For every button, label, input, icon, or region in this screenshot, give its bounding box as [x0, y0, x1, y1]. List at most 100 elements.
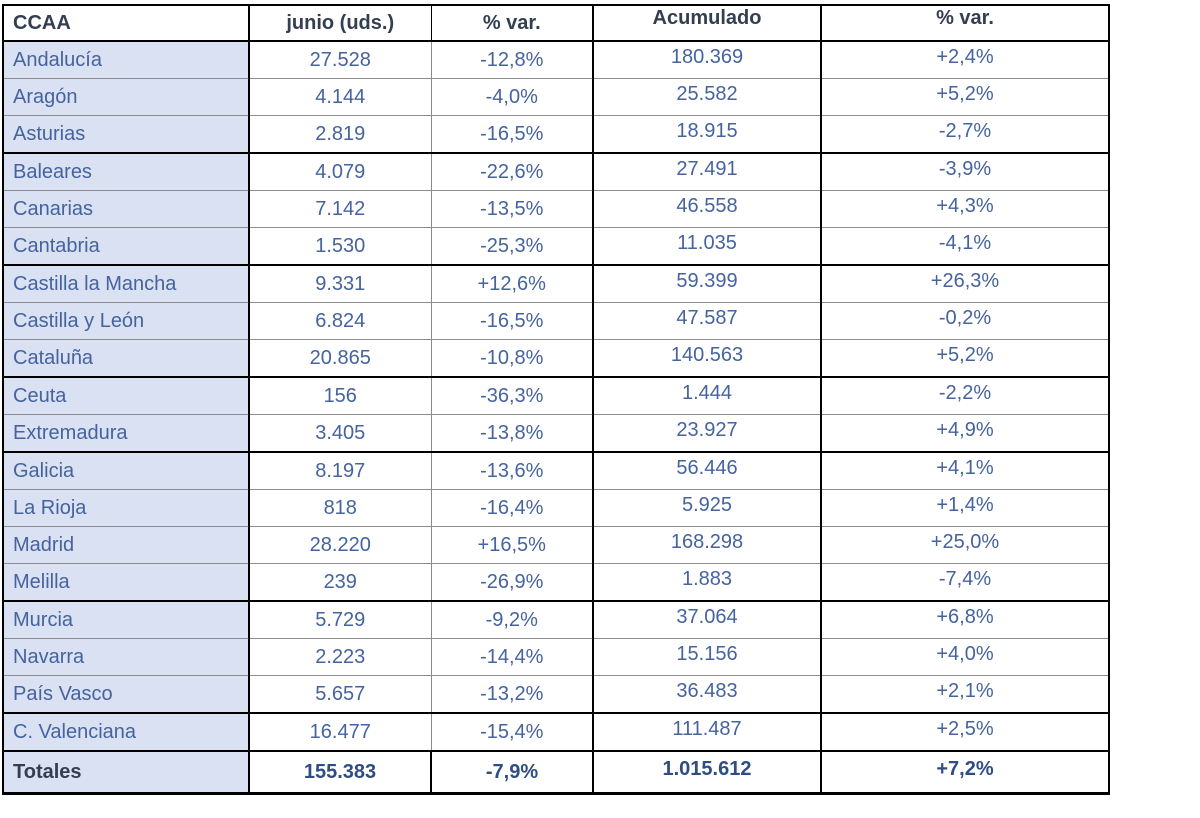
- ccaa-cell: Canarias: [3, 190, 250, 228]
- junio-cell: 818: [249, 489, 432, 527]
- junio-cell-value: 6.824: [315, 309, 366, 332]
- var-junio-cell: -13,5%: [431, 190, 594, 228]
- var-junio-cell: -13,2%: [431, 675, 594, 714]
- var-acumulado-cell: +2,1%: [821, 675, 1109, 714]
- totals-acumulado-value: 1.015.612: [662, 757, 752, 780]
- ccaa-cell: Navarra: [3, 638, 250, 676]
- var-acumulado-cell: +4,1%: [821, 452, 1109, 490]
- var-junio-cell-value: -13,6%: [480, 459, 544, 482]
- ccaa-cell-value: País Vasco: [13, 682, 113, 705]
- var-acumulado-cell: -3,9%: [821, 153, 1109, 191]
- acumulado-cell: 36.483: [593, 675, 822, 714]
- ccaa-cell-value: Galicia: [13, 459, 75, 482]
- ccaa-cell-value: Andalucía: [13, 48, 102, 71]
- acumulado-cell-value: 59.399: [676, 269, 738, 292]
- acumulado-cell: 180.369: [593, 41, 822, 79]
- ccaa-cell: Aragón: [3, 78, 250, 116]
- ccaa-cell: Ceuta: [3, 377, 250, 415]
- table-row: Extremadura 3.405 -13,8% 23.927 +4,9%: [3, 414, 1109, 453]
- var-junio-cell: -10,8%: [431, 339, 594, 378]
- ccaa-cell: Extremadura: [3, 414, 250, 453]
- var-junio-cell: -14,4%: [431, 638, 594, 676]
- var-junio-cell-value: +16,5%: [477, 533, 546, 556]
- var-acumulado-cell-value: +1,4%: [936, 493, 994, 516]
- ccaa-cell: Melilla: [3, 563, 250, 602]
- var-acumulado-cell: +26,3%: [821, 265, 1109, 303]
- var-junio-cell: -9,2%: [431, 601, 594, 639]
- var-acumulado-cell: +5,2%: [821, 339, 1109, 378]
- var-acumulado-cell: +4,3%: [821, 190, 1109, 228]
- var-junio-cell: -16,4%: [431, 489, 594, 527]
- var-acumulado-cell: +25,0%: [821, 526, 1109, 564]
- var-acumulado-cell-value: +2,4%: [936, 45, 994, 68]
- var-junio-cell-value: -10,8%: [480, 346, 544, 369]
- table-row: Castilla la Mancha 9.331 +12,6% 59.399 +26,3…: [3, 265, 1109, 303]
- ccaa-cell: Galicia: [3, 452, 250, 490]
- acumulado-cell-value: 37.064: [676, 605, 738, 628]
- junio-cell-value: 818: [323, 496, 357, 519]
- acumulado-cell-value: 47.587: [676, 306, 738, 329]
- junio-cell-value: 239: [323, 570, 357, 593]
- acumulado-cell-value: 23.927: [676, 418, 738, 441]
- acumulado-cell: 11.035: [593, 227, 822, 266]
- ccaa-cell: Baleares: [3, 153, 250, 191]
- var-acumulado-cell-value: -4,1%: [938, 231, 992, 254]
- table-row: País Vasco 5.657 -13,2% 36.483 +2,1%: [3, 675, 1109, 714]
- acumulado-cell: 59.399: [593, 265, 822, 303]
- var-junio-cell-value: -9,2%: [485, 608, 538, 631]
- ccaa-cell: Cataluña: [3, 339, 250, 378]
- var-acumulado-cell-value: +5,2%: [936, 82, 994, 105]
- table-row: Castilla y León 6.824 -16,5% 47.587 -0,2%: [3, 302, 1109, 340]
- var-acumulado-cell-value: -2,7%: [938, 119, 992, 142]
- junio-cell: 2.819: [249, 115, 432, 154]
- junio-cell: 5.729: [249, 601, 432, 639]
- table-row: Murcia 5.729 -9,2% 37.064 +6,8%: [3, 601, 1109, 639]
- junio-cell: 239: [249, 563, 432, 602]
- acumulado-cell: 47.587: [593, 302, 822, 340]
- table-row: Asturias 2.819 -16,5% 18.915 -2,7%: [3, 115, 1109, 154]
- var-acumulado-cell-value: +2,5%: [936, 717, 994, 740]
- header-junio: junio (uds.): [249, 5, 432, 42]
- var-junio-cell: -25,3%: [431, 227, 594, 266]
- acumulado-cell: 5.925: [593, 489, 822, 527]
- junio-cell: 28.220: [249, 526, 432, 564]
- var-acumulado-cell-value: -0,2%: [938, 306, 992, 329]
- table-body: Andalucía 27.528 -12,8% 180.369 +2,4% Aragón 4…: [3, 41, 1109, 752]
- var-acumulado-cell-value: +25,0%: [930, 530, 1000, 553]
- table-row: Navarra 2.223 -14,4% 15.156 +4,0%: [3, 638, 1109, 676]
- var-junio-cell: -12,8%: [431, 41, 594, 79]
- var-acumulado-cell-value: +2,1%: [936, 679, 994, 702]
- ccaa-cell: Castilla la Mancha: [3, 265, 250, 303]
- acumulado-cell-value: 46.558: [676, 194, 738, 217]
- var-acumulado-cell-value: +4,3%: [936, 194, 994, 217]
- junio-cell-value: 8.197: [315, 459, 366, 482]
- var-acumulado-cell: +2,5%: [821, 713, 1109, 752]
- var-junio-cell-value: -15,4%: [480, 720, 544, 743]
- var-junio-cell: -26,9%: [431, 563, 594, 602]
- var-junio-cell: -13,8%: [431, 414, 594, 453]
- ccaa-registrations-table: CCAA junio (uds.) % var. Acumulado % var…: [2, 4, 1110, 795]
- acumulado-cell: 46.558: [593, 190, 822, 228]
- var-junio-cell-value: -16,5%: [480, 309, 544, 332]
- var-acumulado-cell-value: -3,9%: [938, 157, 992, 180]
- header-ccaa-label: CCAA: [13, 11, 71, 34]
- acumulado-cell-value: 168.298: [670, 530, 744, 553]
- var-acumulado-cell-value: +6,8%: [936, 605, 994, 628]
- ccaa-cell: Murcia: [3, 601, 250, 639]
- header-ccaa: CCAA: [3, 5, 250, 42]
- acumulado-cell-value: 15.156: [676, 642, 738, 665]
- ccaa-cell: Madrid: [3, 526, 250, 564]
- header-acumulado-label: Acumulado: [652, 6, 762, 29]
- junio-cell: 9.331: [249, 265, 432, 303]
- ccaa-cell: C. Valenciana: [3, 713, 250, 752]
- junio-cell-value: 7.142: [315, 197, 366, 220]
- totals-label: Totales: [13, 760, 82, 783]
- var-junio-cell: +16,5%: [431, 526, 594, 564]
- var-junio-cell-value: -16,4%: [480, 496, 544, 519]
- var-acumulado-cell: +4,0%: [821, 638, 1109, 676]
- var-acumulado-cell: +4,9%: [821, 414, 1109, 453]
- var-acumulado-cell: -7,4%: [821, 563, 1109, 602]
- var-junio-cell-value: -26,9%: [480, 570, 544, 593]
- ccaa-cell-value: Melilla: [13, 570, 70, 593]
